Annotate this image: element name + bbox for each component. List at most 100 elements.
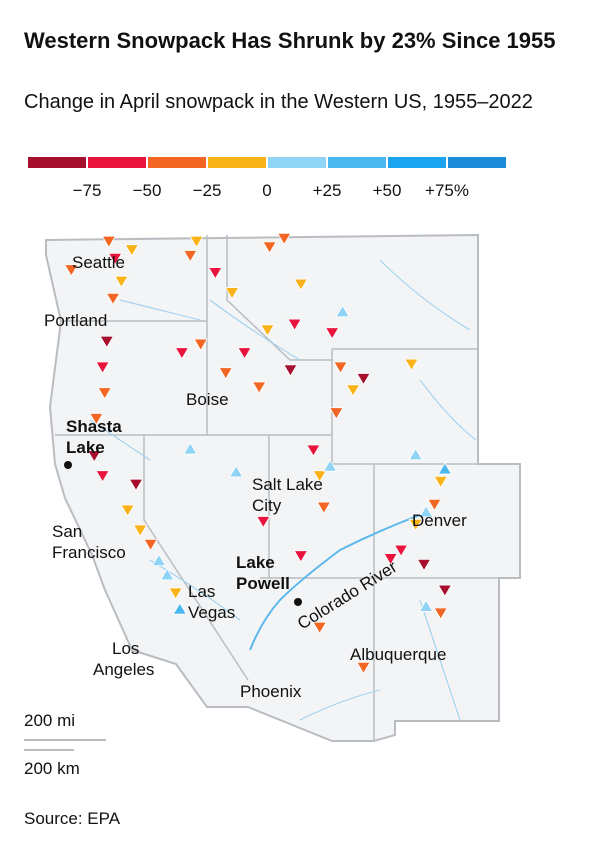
site-marker xyxy=(293,550,309,563)
city-line: Francisco xyxy=(52,543,126,562)
city-label: Boise xyxy=(186,390,229,409)
shasta-dot xyxy=(64,461,72,469)
site-marker xyxy=(101,235,117,249)
city-line: Seattle xyxy=(72,253,125,272)
city-label: Lake Powell xyxy=(236,553,290,593)
site-marker xyxy=(174,347,190,360)
site-marker xyxy=(437,462,453,475)
city-label: Albuquerque xyxy=(350,645,446,664)
site-marker xyxy=(124,244,140,257)
colorado-river xyxy=(249,514,421,651)
site-marker xyxy=(105,292,121,306)
rivers xyxy=(89,259,477,721)
legend-swatch xyxy=(388,157,446,168)
site-marker xyxy=(393,544,409,557)
site-marker xyxy=(64,264,79,277)
legend-label: +75% xyxy=(425,181,469,200)
site-marker xyxy=(128,478,144,492)
legend-label: −50 xyxy=(133,181,162,200)
site-marker xyxy=(87,450,102,463)
site-marker xyxy=(172,602,188,615)
city-line: Angeles xyxy=(93,660,154,679)
basemap xyxy=(45,233,521,742)
city-line: Portland xyxy=(44,311,107,330)
site-marker xyxy=(383,553,398,566)
site-marker xyxy=(437,584,453,597)
site-marker xyxy=(224,287,240,300)
sites xyxy=(64,232,453,675)
city-label: Phoenix xyxy=(240,682,302,701)
site-marker xyxy=(260,324,275,337)
title: Western Snowpack Has Shrunk by 23% Since… xyxy=(24,28,555,53)
city-line: Denver xyxy=(412,511,467,530)
city-line: City xyxy=(252,496,282,515)
legend-label: −75 xyxy=(73,181,102,200)
site-marker xyxy=(306,444,321,457)
site-marker xyxy=(427,498,442,512)
site-marker xyxy=(189,235,204,249)
site-marker xyxy=(287,318,302,331)
site-marker xyxy=(107,252,123,266)
site-marker xyxy=(345,384,361,397)
site-marker xyxy=(160,568,175,581)
city-label: Portland xyxy=(44,311,107,330)
site-marker xyxy=(95,470,110,483)
city-line: Los xyxy=(112,639,139,658)
legend-label: +50 xyxy=(373,181,402,200)
city-label: Los Angeles xyxy=(93,639,154,679)
city-label: San Francisco xyxy=(52,522,126,562)
city-line: Lake xyxy=(236,553,275,572)
subtitle-text: Change in April snowpack in the Western … xyxy=(24,91,533,113)
legend-swatch xyxy=(88,157,146,168)
site-marker xyxy=(312,470,327,483)
city-line: Las xyxy=(188,582,215,601)
region-fill xyxy=(45,233,521,742)
site-marker xyxy=(322,459,338,472)
city-label: Las Vegas xyxy=(188,582,235,622)
legend-swatch xyxy=(448,157,506,168)
site-marker xyxy=(335,304,350,318)
legend-label: +25 xyxy=(313,181,342,200)
site-marker xyxy=(183,250,198,263)
site-marker xyxy=(433,476,448,489)
city-line: Boise xyxy=(186,390,229,409)
site-marker xyxy=(312,621,327,635)
site-marker xyxy=(97,387,112,400)
site-marker xyxy=(329,407,344,420)
city-line: Albuquerque xyxy=(350,645,446,664)
site-marker xyxy=(193,338,208,351)
legend-swatch xyxy=(28,157,86,168)
legend-swatch xyxy=(208,157,266,168)
site-marker xyxy=(89,413,104,426)
site-marker xyxy=(151,553,167,566)
site-marker xyxy=(132,524,148,537)
legend: −75 −50 −25 0 +25 +50 +75% xyxy=(28,157,506,200)
site-marker xyxy=(408,447,423,461)
site-marker xyxy=(316,501,332,514)
title-text: Western Snowpack Has Shrunk by 23% Since… xyxy=(24,28,555,53)
site-marker xyxy=(356,373,371,386)
site-marker xyxy=(293,278,309,291)
legend-swatch xyxy=(328,157,386,168)
site-marker xyxy=(262,241,277,254)
site-marker xyxy=(218,367,233,380)
site-marker xyxy=(356,661,371,675)
site-marker xyxy=(433,607,448,620)
city-label: Salt Lake City xyxy=(252,475,323,515)
site-marker xyxy=(237,347,252,360)
site-marker xyxy=(333,361,348,374)
city-label: Seattle xyxy=(72,253,125,272)
city-line: San xyxy=(52,522,82,541)
site-marker xyxy=(283,364,298,377)
site-marker xyxy=(418,599,434,612)
powell-dot xyxy=(294,598,302,606)
city-line: Vegas xyxy=(188,603,235,622)
scale-km: 200 km xyxy=(24,759,80,778)
site-marker xyxy=(183,442,198,455)
subtitle: Change in April snowpack in the Western … xyxy=(24,91,533,113)
city-label: Shasta Lake xyxy=(66,417,122,457)
site-marker xyxy=(95,361,110,374)
state-borders xyxy=(55,235,520,741)
